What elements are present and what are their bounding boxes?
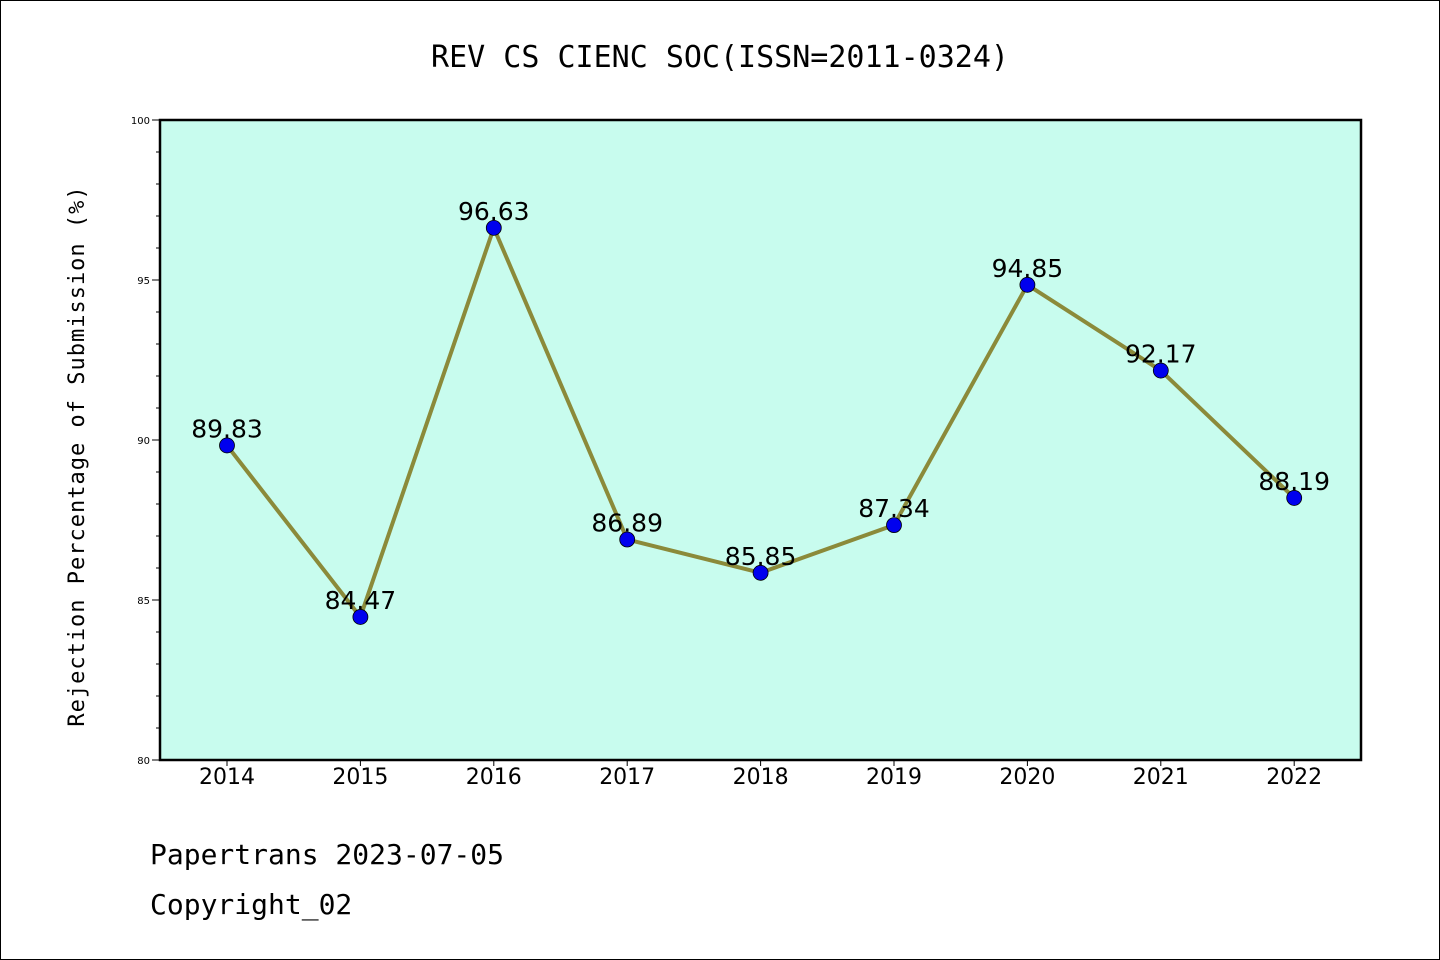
x-tick-label: 2022: [1266, 765, 1322, 790]
data-label: 87.34: [858, 494, 930, 523]
y-axis-label: Rejection Percentage of Submission (%): [65, 185, 90, 726]
x-tick-label: 2020: [999, 765, 1055, 790]
data-label: 88.19: [1258, 467, 1330, 496]
plot-area: [160, 120, 1361, 760]
data-point-marker: [1152, 362, 1169, 379]
x-tick-label: 2019: [866, 765, 922, 790]
x-tick-label: 2017: [599, 765, 655, 790]
data-label: 89.83: [191, 414, 263, 443]
chart-title: REV CS CIENC SOC(ISSN=2011-0324): [431, 40, 1009, 75]
y-tick-label: 85: [137, 596, 150, 607]
plot-border: [158, 118, 1363, 762]
y-tick-label: 95: [137, 276, 150, 287]
data-point-marker: [352, 609, 369, 625]
data-label: 85.85: [725, 542, 797, 571]
x-tick-label: 2021: [1133, 765, 1189, 790]
footer-copyright: Copyright_02: [150, 888, 352, 922]
data-label: 92.17: [1125, 340, 1197, 369]
x-axis: 2014 2015 2016 2017 2018 2019 2020 2021 2022: [199, 760, 1322, 790]
x-tick-label: 2018: [733, 765, 789, 790]
y-axis: 80 85 90 95 100: [131, 116, 160, 767]
x-tick-label: 2016: [466, 765, 522, 790]
data-point-marker: [886, 517, 902, 534]
markers-group: [219, 219, 1303, 625]
data-point-marker: [619, 531, 636, 548]
data-label: 86.89: [591, 509, 663, 538]
y-tick-label: 80: [137, 756, 150, 767]
data-point-marker: [1286, 490, 1303, 506]
data-point-marker: [1019, 276, 1036, 293]
data-point-marker: [485, 219, 502, 236]
y-tick-label: 100: [131, 116, 150, 127]
data-labels-group: 89.83 84.47 96.63 86.89 85.85 87.34 94.85 92.17…: [191, 197, 1330, 615]
y-tick-label: 90: [137, 436, 150, 447]
data-label: 96.63: [458, 197, 530, 226]
x-tick-label: 2014: [199, 765, 255, 790]
data-label: 84.47: [325, 586, 397, 615]
data-point-marker: [752, 564, 769, 581]
x-tick-label: 2015: [332, 765, 388, 790]
data-label: 94.85: [992, 254, 1064, 283]
data-point-marker: [219, 437, 235, 454]
footer-date: Papertrans 2023-07-05: [150, 838, 504, 871]
